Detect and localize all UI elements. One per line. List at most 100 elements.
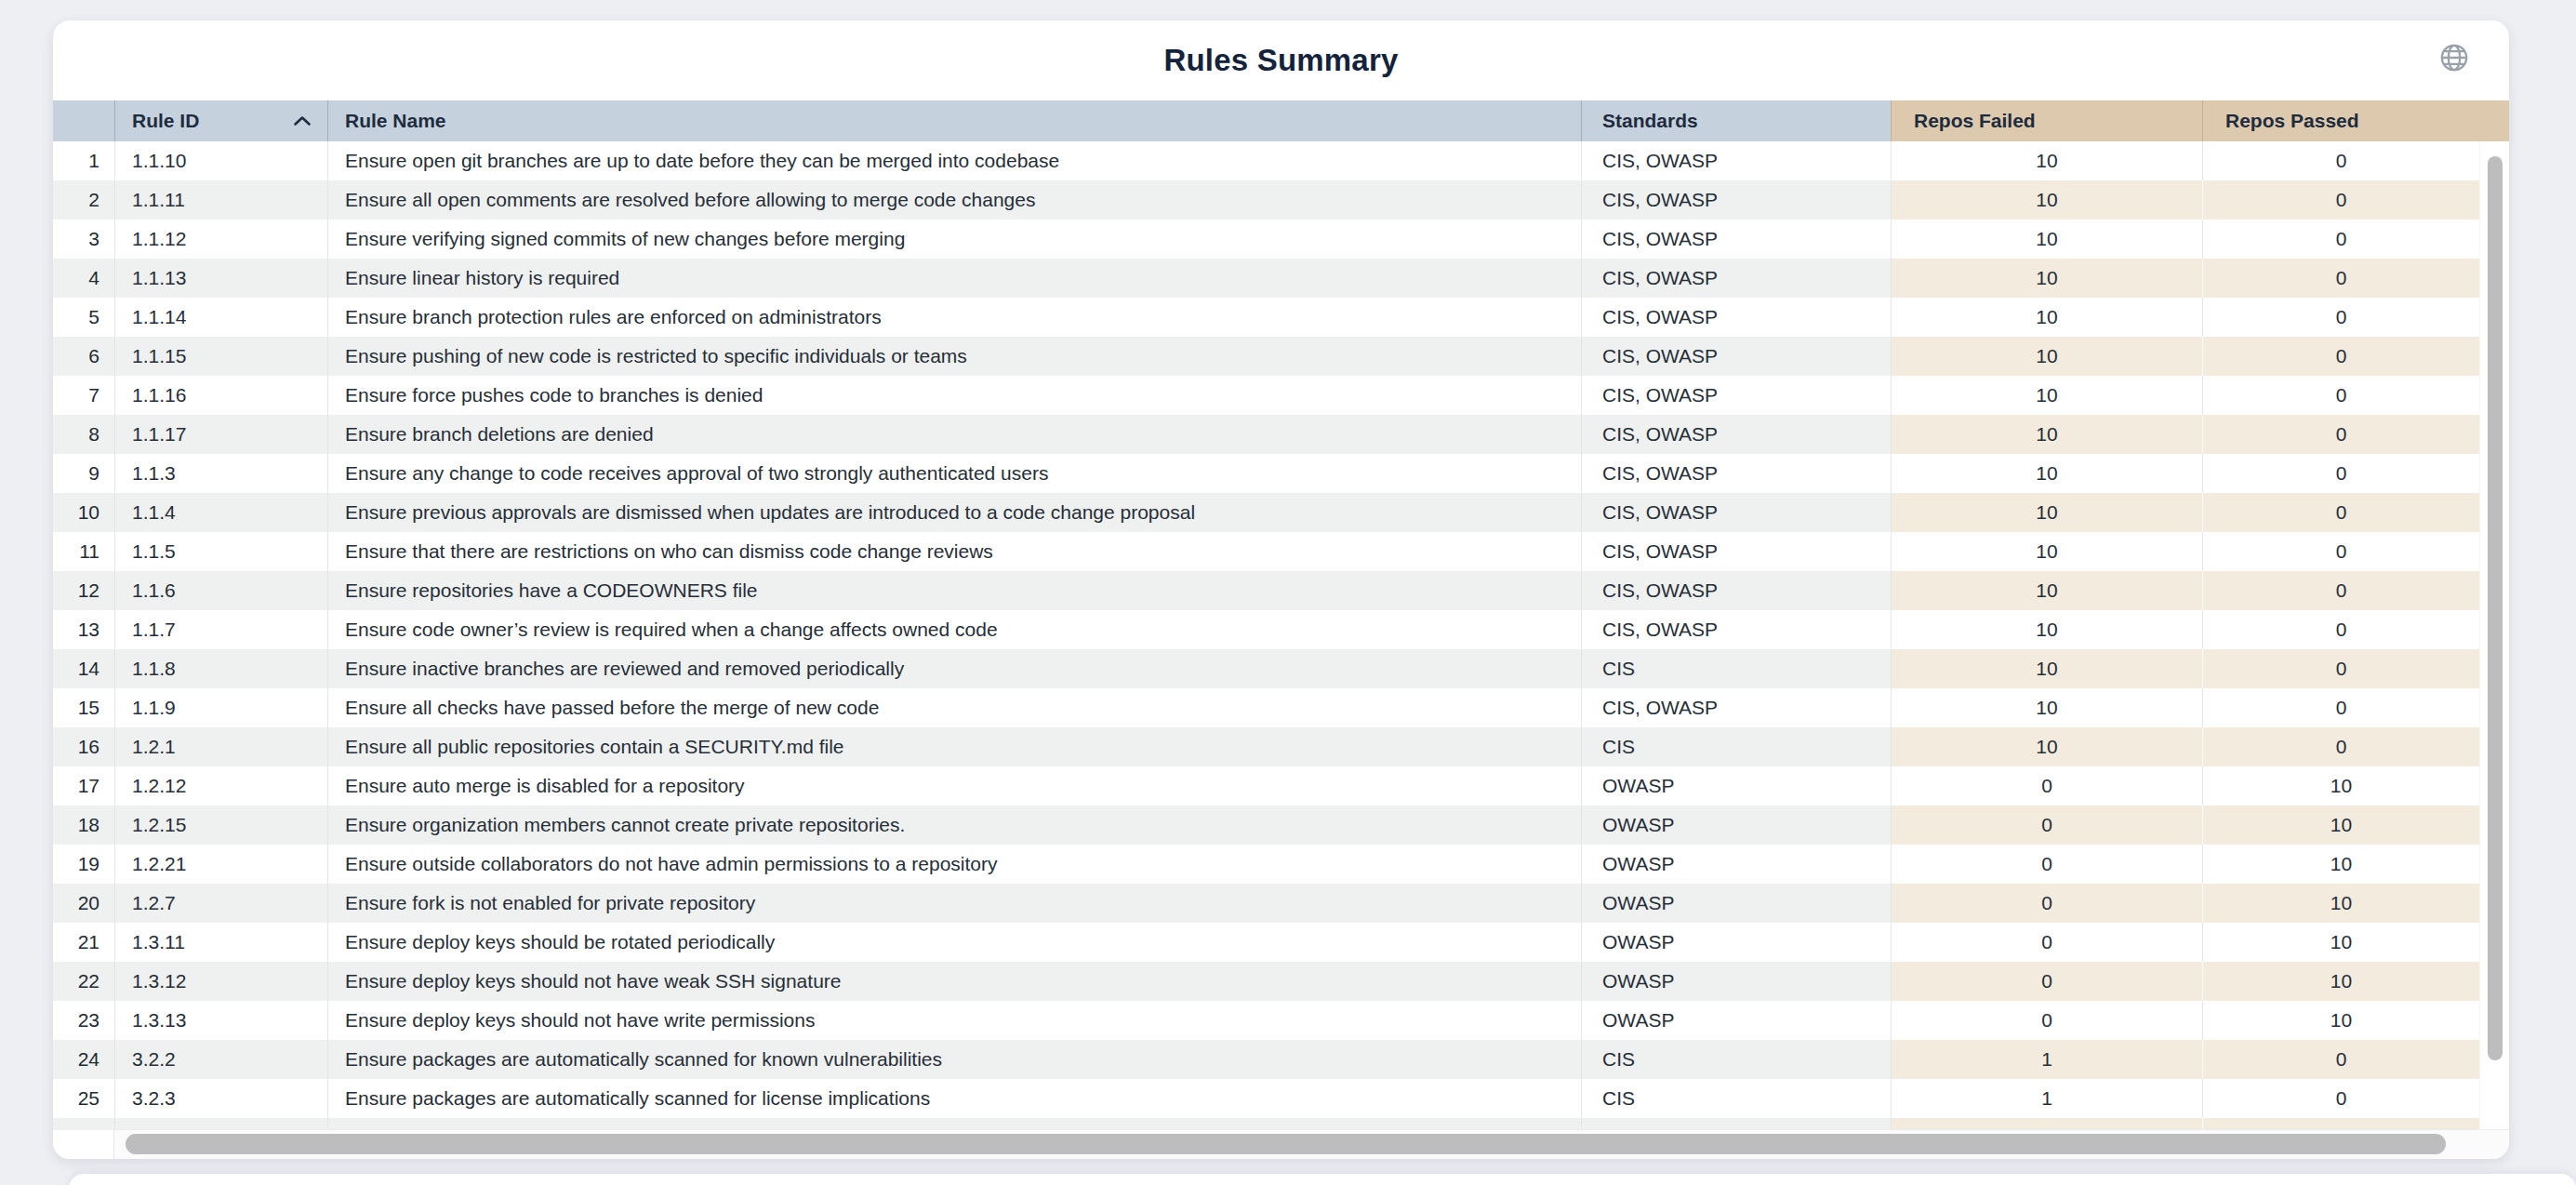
table-row[interactable]: 5 1.1.14 Ensure branch protection rules … [53,298,2479,337]
repos-failed-cell: 10 [1891,493,2202,532]
header-rule-id[interactable]: Rule ID [114,100,327,141]
rule-name-cell: Ensure fork is not enabled for private r… [327,884,1581,923]
table-row[interactable]: 15 1.1.9 Ensure all checks have passed b… [53,688,2479,727]
rule-name-cell: Ensure previous approvals are dismissed … [327,493,1581,532]
repos-passed-cell: 0 [2202,571,2479,610]
rule-name-cell: Ensure branch deletions are denied [327,415,1581,454]
rule-name-cell: Ensure code owner’s review is required w… [327,610,1581,649]
rule-name-cell: Ensure branch protection rules are enfor… [327,298,1581,337]
table-body-viewport: 1 1.1.10 Ensure open git branches are up… [53,141,2479,1129]
rule-id-cell: 1.1.12 [114,220,327,259]
repos-passed-cell: 0 [2202,610,2479,649]
standards-cell: CIS, OWASP [1581,571,1891,610]
rule-id-cell: 1.1.8 [114,649,327,688]
rule-name-cell: Ensure organization members cannot creat… [327,806,1581,845]
rule-id-cell: 1.1.11 [114,180,327,220]
table-row[interactable]: 4 1.1.13 Ensure linear history is requir… [53,259,2479,298]
standards-cell: CIS, OWASP [1581,141,1891,180]
table-row[interactable]: 22 1.3.12 Ensure deploy keys should not … [53,962,2479,1001]
table-row[interactable]: 16 1.2.1 Ensure all public repositories … [53,727,2479,766]
rule-id-cell: 3.2.3 [114,1079,327,1118]
repos-passed-cell: 10 [2202,884,2479,923]
table-row[interactable]: 18 1.2.15 Ensure organization members ca… [53,806,2479,845]
repos-passed-cell: 10 [2202,923,2479,962]
horizontal-scrollbar-thumb[interactable] [126,1134,2446,1154]
repos-failed-cell: 10 [1891,415,2202,454]
row-index-cell: 15 [53,688,114,727]
rule-id-cell: 1.1.4 [114,493,327,532]
repos-failed-cell: 0 [1891,766,2202,806]
repos-failed-cell: 10 [1891,610,2202,649]
rule-name-cell: Ensure pushing of new code is restricted… [327,337,1581,376]
table-row[interactable]: 20 1.2.7 Ensure fork is not enabled for … [53,884,2479,923]
header-repos-passed[interactable]: Repos Passed [2202,100,2509,141]
header-rule-name[interactable]: Rule Name [327,100,1581,141]
table-row[interactable]: 1 1.1.10 Ensure open git branches are up… [53,141,2479,180]
rule-name-cell: Ensure open git branches are up to date … [327,141,1581,180]
table-row[interactable]: 11 1.1.5 Ensure that there are restricti… [53,532,2479,571]
rule-id-cell: 1.1.3 [114,454,327,493]
repos-passed-cell: 10 [2202,1001,2479,1040]
table-row[interactable]: 3 1.1.12 Ensure verifying signed commits… [53,220,2479,259]
standards-cell: CIS [1581,727,1891,766]
standards-cell: OWASP [1581,845,1891,884]
repos-failed-cell: 10 [1891,532,2202,571]
table-row[interactable]: 6 1.1.15 Ensure pushing of new code is r… [53,337,2479,376]
rule-id-cell: 1.1.9 [114,688,327,727]
repos-failed-cell: 10 [1891,298,2202,337]
table-header-row: Rule ID Rule Name Standards Repos Failed… [53,100,2509,141]
repos-failed-cell: 10 [1891,220,2202,259]
rule-id-cell [114,1118,327,1129]
table-row[interactable]: 7 1.1.16 Ensure force pushes code to bra… [53,376,2479,415]
row-index-cell: 22 [53,962,114,1001]
rule-id-cell: 1.2.21 [114,845,327,884]
header-repos-failed[interactable]: Repos Failed [1891,100,2202,141]
repos-failed-cell: 10 [1891,259,2202,298]
repos-failed-cell: 10 [1891,454,2202,493]
table-row[interactable]: 9 1.1.3 Ensure any change to code receiv… [53,454,2479,493]
row-index-cell: 8 [53,415,114,454]
row-index-cell: 7 [53,376,114,415]
repos-passed-cell: 0 [2202,298,2479,337]
repos-passed-cell: 10 [2202,766,2479,806]
card-title-bar: Rules Summary [53,20,2509,100]
globe-icon[interactable] [2438,42,2470,73]
repos-passed-cell: 0 [2202,220,2479,259]
standards-cell: CIS, OWASP [1581,180,1891,220]
table-row[interactable] [53,1118,2479,1129]
row-index-cell: 14 [53,649,114,688]
chevron-up-icon [292,114,312,127]
rule-id-cell: 1.1.16 [114,376,327,415]
row-index-cell: 20 [53,884,114,923]
table-row[interactable]: 23 1.3.13 Ensure deploy keys should not … [53,1001,2479,1040]
standards-cell: CIS, OWASP [1581,337,1891,376]
standards-cell: CIS, OWASP [1581,493,1891,532]
repos-passed-cell: 0 [2202,259,2479,298]
repos-failed-cell: 0 [1891,1001,2202,1040]
vertical-scrollbar-thumb[interactable] [2488,156,2503,1060]
table-row[interactable]: 2 1.1.11 Ensure all open comments are re… [53,180,2479,220]
rule-name-cell: Ensure force pushes code to branches is … [327,376,1581,415]
repos-passed-cell: 0 [2202,180,2479,220]
rule-id-cell: 1.3.13 [114,1001,327,1040]
table-row[interactable]: 17 1.2.12 Ensure auto merge is disabled … [53,766,2479,806]
repos-passed-cell: 0 [2202,337,2479,376]
row-index-cell: 9 [53,454,114,493]
table-row[interactable]: 10 1.1.4 Ensure previous approvals are d… [53,493,2479,532]
standards-cell: OWASP [1581,962,1891,1001]
table-row[interactable]: 14 1.1.8 Ensure inactive branches are re… [53,649,2479,688]
row-index-cell: 3 [53,220,114,259]
standards-cell: CIS, OWASP [1581,259,1891,298]
repos-passed-cell: 0 [2202,688,2479,727]
table-row[interactable]: 19 1.2.21 Ensure outside collaborators d… [53,845,2479,884]
table-row[interactable]: 12 1.1.6 Ensure repositories have a CODE… [53,571,2479,610]
table-row[interactable]: 24 3.2.2 Ensure packages are automatical… [53,1040,2479,1079]
row-index-cell: 6 [53,337,114,376]
table-row[interactable]: 21 1.3.11 Ensure deploy keys should be r… [53,923,2479,962]
repos-failed-cell: 10 [1891,688,2202,727]
repos-failed-cell: 10 [1891,141,2202,180]
table-row[interactable]: 13 1.1.7 Ensure code owner’s review is r… [53,610,2479,649]
table-row[interactable]: 8 1.1.17 Ensure branch deletions are den… [53,415,2479,454]
table-row[interactable]: 25 3.2.3 Ensure packages are automatical… [53,1079,2479,1118]
header-standards[interactable]: Standards [1581,100,1891,141]
